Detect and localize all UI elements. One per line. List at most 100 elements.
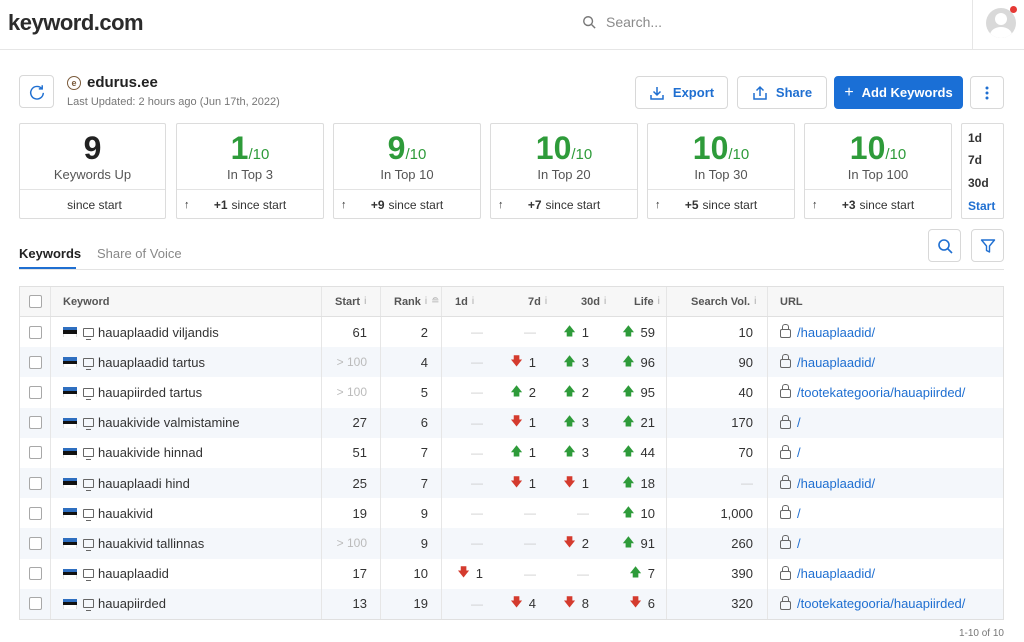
table-row[interactable]: hauakivide valmistamine 27 6— 🡇 1 🡅 3 🡅 21 170/ [20, 407, 1003, 438]
arrow-up-icon: ↑ [655, 198, 661, 211]
row-checkbox[interactable] [28, 506, 42, 520]
stat-label: Keywords Up [53, 167, 132, 182]
change-1d-cell: — [441, 407, 494, 438]
filter-button[interactable] [971, 229, 1004, 262]
no-data-dash: — [741, 476, 753, 491]
col-life[interactable]: Life i [600, 287, 666, 316]
url-link[interactable]: / [797, 505, 801, 521]
table-row[interactable]: hauakivid tallinnas > 100 9— — 🡇 2 🡅 91 260/ [20, 528, 1003, 559]
estonia-flag-icon [63, 568, 77, 579]
change-value: 6 [647, 596, 655, 612]
logo[interactable]: keyword.com [8, 10, 144, 35]
url-link[interactable]: /tootekategooria/hauapiirded/ [797, 384, 966, 400]
rank-cell: 7 [380, 467, 441, 499]
period-start[interactable]: Start [968, 199, 996, 213]
table-row[interactable]: hauaplaadid 17 10 🡇 1— — 🡅 7 390/hauaplaadid/ [20, 558, 1003, 589]
url-link[interactable]: /hauaplaadid/ [797, 354, 876, 370]
table-row[interactable]: hauaplaadid tartus > 100 4— 🡇 1 🡅 3 🡅 96 90/hauap… [20, 347, 1003, 378]
project-name: edurus.ee [87, 74, 158, 91]
col-url-label: URL [780, 295, 803, 308]
stat-number: 10 [849, 130, 886, 166]
refresh-button[interactable] [19, 75, 54, 108]
row-checkbox[interactable] [28, 476, 42, 490]
select-all-checkbox[interactable] [28, 295, 42, 308]
global-search[interactable]: Search... [582, 14, 662, 30]
no-change-dash: — [471, 445, 483, 460]
row-checkbox[interactable] [28, 597, 42, 611]
share-button[interactable]: Share [737, 76, 827, 109]
table-row[interactable]: hauapiirded tartus > 100 5— 🡅 2 🡅 2 🡅 95 40/toote… [20, 377, 1003, 408]
url-link[interactable]: / [797, 535, 801, 551]
desktop-icon [83, 569, 94, 582]
row-checkbox[interactable] [28, 355, 42, 369]
change-value: 95 [640, 384, 655, 400]
col-rank[interactable]: Rank i ≘ [380, 287, 441, 316]
col-url[interactable]: URL [767, 287, 1003, 316]
table-search-button[interactable] [928, 229, 961, 262]
stat-number: 1 [230, 130, 249, 166]
row-checkbox[interactable] [28, 385, 42, 399]
col-30d[interactable]: 30d i [547, 287, 606, 316]
row-checkbox[interactable] [28, 416, 42, 430]
table-row[interactable]: hauapiirded 13 19— 🡇 4 🡇 8 🡇 6 320/tootekategoori… [20, 588, 1003, 619]
url-link[interactable]: / [797, 415, 801, 431]
table-row[interactable]: hauaplaadi hind 25 7— 🡇 1 🡇 1 🡅 18—/hauaplaadid/ [20, 467, 1003, 499]
col-7d[interactable]: 7d i [494, 287, 547, 316]
keyword-text[interactable]: hauakivid tallinnas [98, 535, 205, 551]
search-input[interactable]: Search... [606, 14, 663, 30]
start-cell: 13 [321, 588, 380, 619]
table-row[interactable]: hauaplaadid viljandis 61 2— — 🡅 1 🡅 59 10/hauapl… [20, 317, 1003, 348]
keyword-text[interactable]: hauaplaadi hind [98, 475, 190, 491]
change-value: 18 [640, 475, 655, 491]
no-change-dash: — [524, 566, 536, 581]
keyword-text[interactable]: hauapiirded tartus [98, 384, 203, 400]
search-volume-value: 390 [731, 566, 753, 582]
url-link[interactable]: /hauaplaadid/ [797, 475, 876, 491]
row-checkbox[interactable] [28, 446, 42, 460]
url-link[interactable]: /hauaplaadid/ [797, 566, 876, 582]
add-keywords-button[interactable]: + Add Keywords [834, 76, 963, 109]
col-keyword[interactable]: Keyword [50, 287, 321, 316]
stat-card: 10/10 In Top 30 ↑ +5 since start [647, 123, 795, 219]
url-link[interactable]: / [797, 445, 801, 461]
avatar[interactable] [986, 8, 1016, 38]
row-select-cell [20, 589, 50, 619]
keyword-text[interactable]: hauakivid [98, 505, 153, 521]
change-life-cell: 🡅 21 [600, 408, 666, 438]
period-1d[interactable]: 1d [968, 131, 983, 145]
keyword-text[interactable]: hauakivide valmistamine [98, 415, 240, 431]
keyword-text[interactable]: hauakivide hinnad [98, 445, 203, 461]
change-30d-cell: 🡅 3 [547, 438, 600, 468]
more-options-button[interactable] [970, 76, 1004, 109]
change-value: 1 [475, 566, 483, 582]
start-cell: > 100 [321, 528, 380, 559]
row-checkbox[interactable] [28, 567, 42, 581]
table-row[interactable]: hauakivid 19 9 — — — 🡅 10 1,000 / [20, 498, 1003, 529]
tab-share-of-voice[interactable]: Share of Voice [97, 246, 182, 261]
row-checkbox[interactable] [28, 325, 42, 339]
keyword-cell: hauaplaadi hind [50, 467, 321, 499]
period-30d[interactable]: 30d [968, 176, 989, 190]
change-7d-cell: 🡇 1 [494, 408, 547, 438]
stat-card: 1/10 In Top 3 ↑ +1 since start [176, 123, 324, 219]
table-row[interactable]: hauakivide hinnad 51 7— 🡅 1 🡅 3 🡅 44 70/ [20, 437, 1003, 468]
keyword-text[interactable]: hauaplaadid viljandis [98, 324, 219, 340]
tab-keywords[interactable]: Keywords [19, 246, 82, 261]
change-value: 1 [581, 324, 589, 340]
row-checkbox[interactable] [28, 536, 42, 550]
rank-value: 4 [420, 354, 428, 370]
period-7d[interactable]: 7d [968, 153, 983, 167]
change-value: 2 [528, 384, 536, 400]
col-search-volume[interactable]: Search Vol. i [666, 287, 767, 316]
keyword-text[interactable]: hauapiirded [98, 596, 166, 612]
keyword-text[interactable]: hauaplaadid [98, 566, 169, 582]
url-link[interactable]: /hauaplaadid/ [797, 324, 876, 340]
export-button[interactable]: Export [635, 76, 728, 109]
keyword-text[interactable]: hauaplaadid tartus [98, 354, 205, 370]
col-1d[interactable]: 1d i [441, 287, 494, 316]
change-30d-cell: — [547, 559, 600, 589]
url-link[interactable]: /tootekategooria/hauapiirded/ [797, 596, 966, 612]
col-start[interactable]: Start i [321, 287, 380, 316]
stat-card: 9/10 In Top 10 ↑ +9 since start [333, 123, 481, 219]
arrow-up-icon: ↑ [184, 198, 190, 211]
